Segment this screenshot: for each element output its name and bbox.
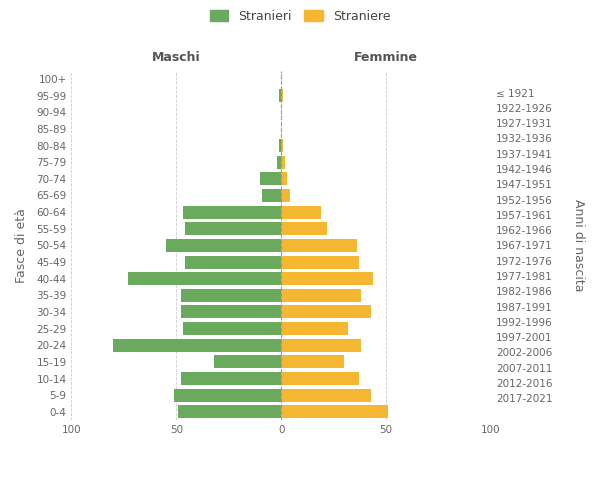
- Bar: [281, 172, 287, 186]
- Bar: [178, 406, 281, 418]
- Bar: [181, 306, 281, 318]
- Bar: [281, 306, 371, 318]
- Bar: [185, 222, 281, 235]
- Bar: [281, 89, 283, 102]
- Bar: [260, 172, 281, 186]
- Bar: [281, 239, 357, 252]
- Bar: [262, 189, 281, 202]
- Text: Maschi: Maschi: [152, 50, 200, 64]
- Bar: [214, 356, 281, 368]
- Bar: [281, 356, 344, 368]
- Bar: [281, 272, 373, 285]
- Bar: [281, 256, 359, 268]
- Bar: [181, 289, 281, 302]
- Bar: [185, 256, 281, 268]
- Bar: [281, 339, 361, 351]
- Bar: [281, 189, 290, 202]
- Bar: [113, 339, 281, 351]
- Bar: [281, 156, 286, 168]
- Bar: [281, 322, 349, 335]
- Bar: [281, 289, 361, 302]
- Bar: [174, 388, 281, 402]
- Bar: [166, 239, 281, 252]
- Bar: [281, 372, 359, 385]
- Bar: [128, 272, 281, 285]
- Bar: [182, 322, 281, 335]
- Text: Femmine: Femmine: [354, 50, 418, 64]
- Bar: [281, 406, 388, 418]
- Y-axis label: Anni di nascita: Anni di nascita: [572, 199, 585, 292]
- Legend: Stranieri, Straniere: Stranieri, Straniere: [206, 6, 394, 26]
- Bar: [281, 206, 321, 218]
- Y-axis label: Fasce di età: Fasce di età: [15, 208, 28, 283]
- Bar: [279, 139, 281, 152]
- Bar: [281, 222, 328, 235]
- Bar: [182, 206, 281, 218]
- Bar: [181, 372, 281, 385]
- Bar: [277, 156, 281, 168]
- Bar: [281, 139, 283, 152]
- Bar: [279, 89, 281, 102]
- Bar: [281, 388, 371, 402]
